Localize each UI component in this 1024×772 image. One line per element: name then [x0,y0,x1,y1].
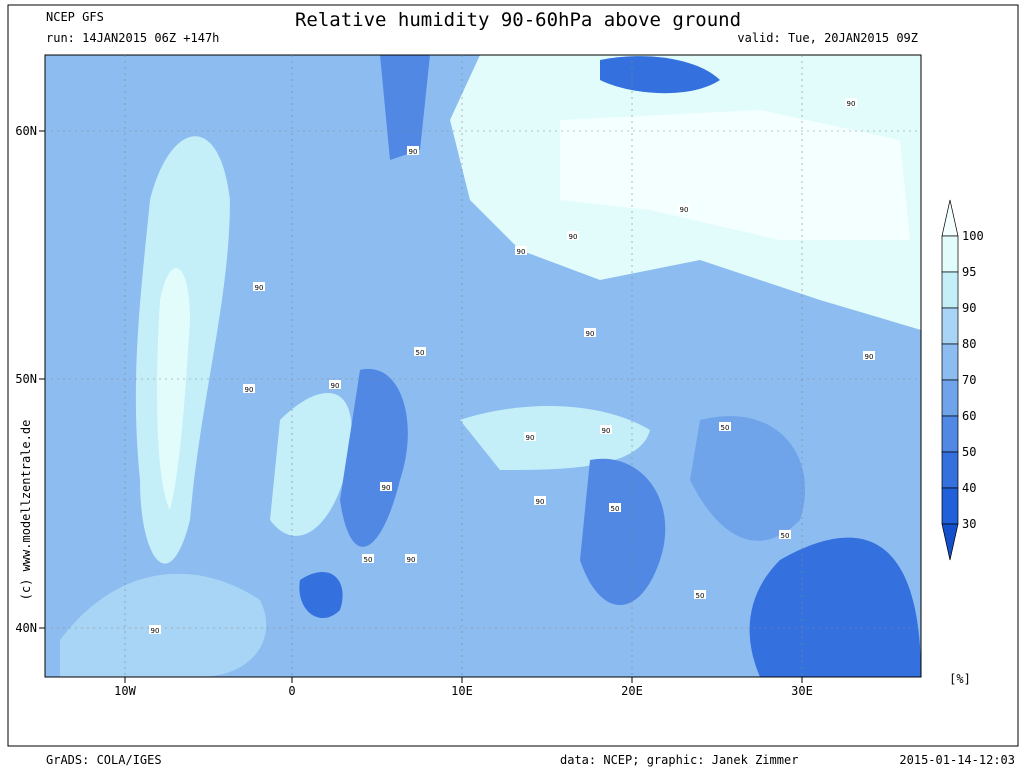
colorbar-arrow [941,199,959,237]
field [460,406,650,470]
contour-label: 50 [721,424,730,432]
contour-label-bg [253,282,265,291]
contour-label: 50 [416,349,425,357]
contour-label: 90 [255,284,264,292]
contour-label: 90 [151,627,160,635]
field [580,458,666,605]
lon-label: 0 [288,684,295,698]
contour-label: 90 [526,434,535,442]
contour-label-bg [609,503,621,512]
contour-label-bg [694,590,706,599]
colorbar-label: 100 [962,229,984,243]
colorbar-label: 30 [962,517,976,531]
contour-label-bg [329,380,341,389]
field [340,368,408,547]
contour-label-bg [243,384,255,393]
contour-label: 90 [407,556,416,564]
colorbar-label: 40 [962,481,976,495]
contour-label: 90 [536,498,545,506]
contour-label-bg [515,246,527,255]
lon-label: 30E [791,684,813,698]
contour-label: 90 [409,148,418,156]
colorbar-segment [941,235,959,273]
contour-label-bg [719,422,731,431]
map-field [45,55,921,677]
contour-label-bg [845,98,857,107]
contour-label: 90 [517,248,526,256]
model: NCEP GFS [46,10,104,24]
copyright: (c) www.modellzentrale.de [19,420,33,601]
lon-label: 20E [621,684,643,698]
colorbar-segment [941,343,959,381]
colorbar-unit: [%] [949,672,971,686]
title: Relative humidity 90-60hPa above ground [295,9,741,31]
lon-label: 10W [114,684,136,698]
field [270,392,352,536]
contour-label: 90 [331,382,340,390]
contour-label-bg [600,425,612,434]
colorbar-arrow [941,523,959,561]
contour-label: 90 [847,100,856,108]
contour-label-bg [863,351,875,360]
contour-label-bg [407,146,419,155]
contour-label-bg [534,496,546,505]
colorbar-label: 70 [962,373,976,387]
contour-label: 50 [611,505,620,513]
field [380,55,430,160]
footer-timestamp: 2015-01-14-12:03 [899,753,1015,767]
colorbar-label: 95 [962,265,976,279]
colorbar-segment [941,307,959,345]
map-frame [44,54,922,678]
field [690,416,806,541]
lat-label: 60N [15,124,37,138]
contour-label: 50 [364,556,373,564]
contour-label: 90 [680,206,689,214]
colorbar-segment [941,379,959,417]
contour-label: 90 [865,353,874,361]
contour-label-bg [362,554,374,563]
contour-label: 90 [586,330,595,338]
colorbar-segment [941,415,959,453]
contour-label-bg [678,204,690,213]
lat-label: 50N [15,372,37,386]
field [560,110,910,240]
contour-label-bg [380,482,392,491]
field [157,267,190,510]
contour-label-bg [414,347,426,356]
footer-left: GrADS: COLA/IGES [46,753,162,767]
field [600,56,720,94]
colorbar-segment [941,271,959,309]
contour-label-bg [149,625,161,634]
contour-label-bg [524,432,536,441]
field [299,571,343,619]
valid: valid: Tue, 20JAN2015 09Z [737,31,918,45]
contour-label: 50 [781,532,790,540]
lon-label: 10E [451,684,473,698]
colorbar-segment [941,487,959,525]
field [749,537,921,677]
colorbar-label: 50 [962,445,976,459]
colorbar-label: 80 [962,337,976,351]
contour-label: 90 [245,386,254,394]
contour-label: 50 [696,592,705,600]
run: run: 14JAN2015 06Z +147h [46,31,219,45]
contour-label-bg [567,231,579,240]
contour-label: 90 [382,484,391,492]
lat-label: 40N [15,621,37,635]
contour-label: 90 [569,233,578,241]
contour-label: 90 [602,427,611,435]
contour-label-bg [405,554,417,563]
colorbar-label: 90 [962,301,976,315]
field [60,573,267,677]
contour-label-bg [779,530,791,539]
frame [7,4,1019,747]
colorbar-label: 60 [962,409,976,423]
colorbar-segment [941,451,959,489]
footer-credit: data: NCEP; graphic: Janek Zimmer [560,753,798,767]
contour-label-bg [584,328,596,337]
